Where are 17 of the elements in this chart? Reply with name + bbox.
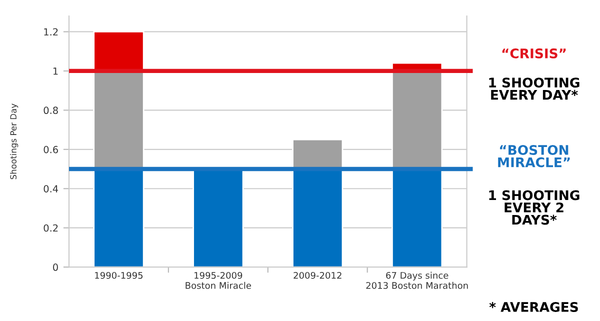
y-tick-label: 1 bbox=[53, 68, 58, 75]
x-tick-label: 67 Days since 2013 Boston Marathon bbox=[366, 272, 468, 289]
text: 1 SHOOTING EVERY DAY* bbox=[489, 78, 580, 100]
y-tick-label: 0.6 bbox=[44, 146, 58, 154]
y-axis-title: Shootings Per Day bbox=[10, 104, 18, 180]
text: 1 SHOOTING EVERY 2 DAYS* bbox=[489, 190, 580, 225]
text: * AVERAGES bbox=[489, 302, 578, 312]
text: “BOSTON MIRACLE” bbox=[498, 145, 570, 168]
text: “CRISIS” bbox=[502, 48, 566, 58]
y-tick-label: 0.8 bbox=[44, 106, 58, 114]
x-tick-label: 2009-2012 bbox=[294, 272, 342, 279]
x-tick-label: 1990-1995 bbox=[95, 272, 143, 279]
y-tick-label: 0.2 bbox=[44, 224, 58, 232]
y-tick-label: 1.2 bbox=[44, 28, 58, 36]
y-tick-label: 0 bbox=[53, 264, 58, 271]
x-tick-label: 1995-2009 Boston Miracle bbox=[186, 272, 252, 289]
y-tick-label: 0.4 bbox=[44, 185, 58, 192]
